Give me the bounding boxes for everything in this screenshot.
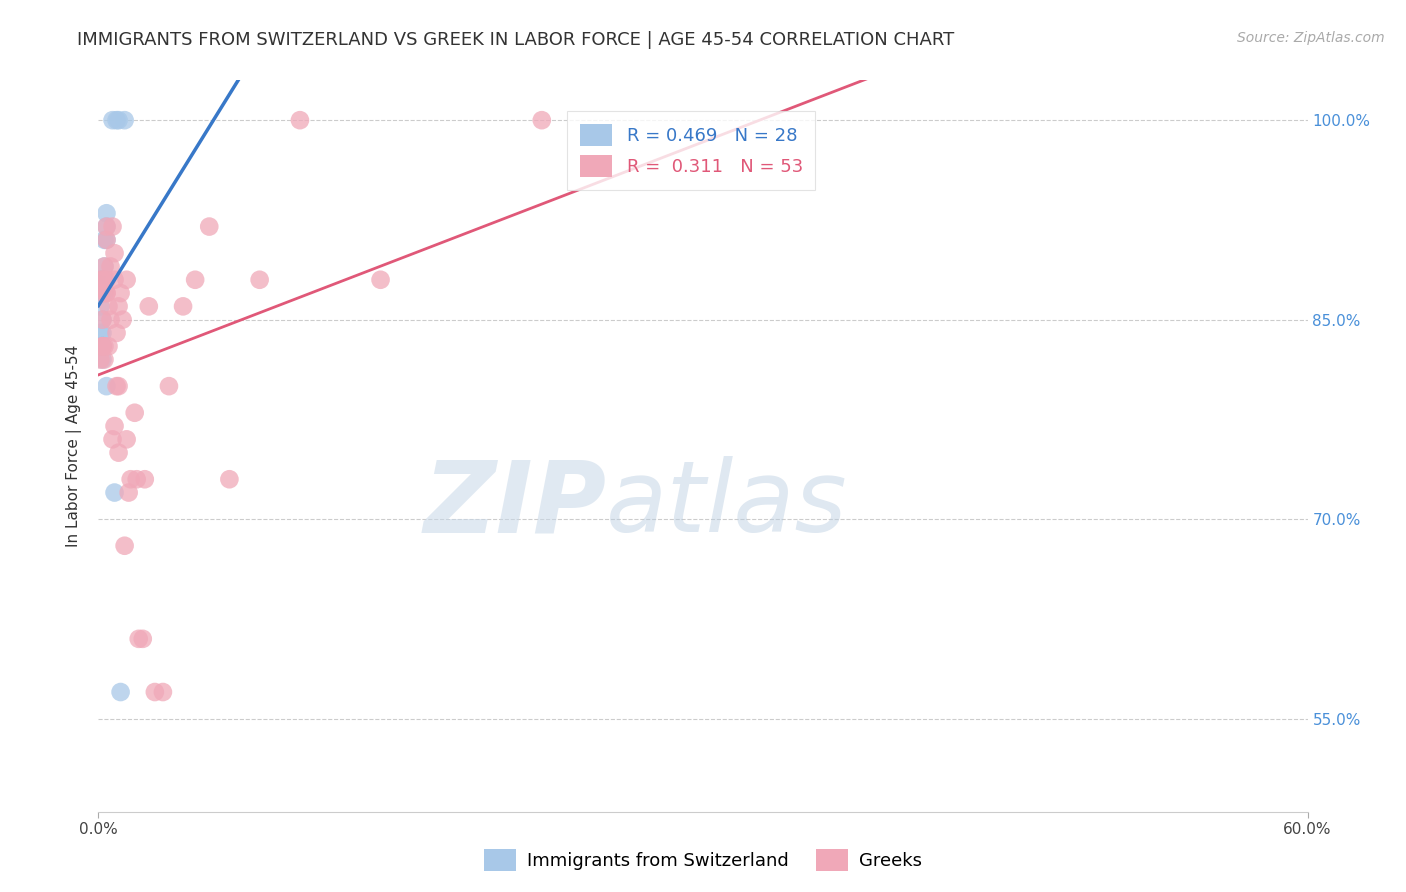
Point [101, 433, 124, 447]
Point [89, 299, 111, 313]
Point [124, 406, 146, 420]
Point [105, 326, 128, 340]
Point [97, 299, 120, 313]
Point [93, 352, 115, 367]
Legend: R = 0.469   N = 28, R =  0.311   N = 53: R = 0.469 N = 28, R = 0.311 N = 53 [567, 112, 815, 190]
Point [91, 312, 114, 326]
Point [91, 273, 114, 287]
Legend: Immigrants from Switzerland, Greeks: Immigrants from Switzerland, Greeks [477, 842, 929, 879]
Point [96, 273, 118, 287]
Point [91, 312, 114, 326]
Point [370, 273, 392, 287]
Point [93, 273, 115, 287]
Point [115, 433, 138, 447]
Point [249, 273, 271, 287]
Point [103, 246, 125, 260]
Point [105, 379, 128, 393]
Point [103, 419, 125, 434]
Point [91, 339, 114, 353]
Point [128, 632, 150, 646]
Point [114, 539, 136, 553]
Point [93, 233, 115, 247]
Point [96, 219, 118, 234]
Point [218, 472, 240, 486]
Point [172, 299, 194, 313]
Point [96, 286, 118, 301]
Point [125, 472, 148, 486]
Point [143, 685, 166, 699]
Point [91, 339, 114, 353]
Point [118, 485, 141, 500]
Point [157, 379, 180, 393]
Point [100, 312, 122, 326]
Point [107, 299, 129, 313]
Point [93, 273, 115, 287]
Point [91, 339, 114, 353]
Point [152, 685, 174, 699]
Point [89, 286, 111, 301]
Point [107, 113, 129, 128]
Point [530, 113, 553, 128]
Point [138, 299, 160, 313]
Text: Source: ZipAtlas.com: Source: ZipAtlas.com [1237, 31, 1385, 45]
Point [288, 113, 311, 128]
Point [96, 233, 118, 247]
Point [96, 286, 118, 301]
Point [103, 273, 125, 287]
Point [89, 326, 111, 340]
Point [91, 273, 114, 287]
Point [103, 485, 125, 500]
Point [89, 273, 111, 287]
Point [134, 472, 156, 486]
Point [107, 445, 129, 459]
Point [107, 379, 129, 393]
Y-axis label: In Labor Force | Age 45-54: In Labor Force | Age 45-54 [66, 345, 83, 547]
Point [101, 219, 124, 234]
Text: atlas: atlas [606, 456, 848, 553]
Point [110, 286, 132, 301]
Point [93, 260, 115, 274]
Point [91, 273, 114, 287]
Point [132, 632, 155, 646]
Text: ZIP: ZIP [423, 456, 606, 553]
Point [89, 339, 111, 353]
Point [91, 352, 114, 367]
Point [101, 113, 124, 128]
Point [91, 339, 114, 353]
Point [184, 273, 207, 287]
Point [114, 113, 136, 128]
Point [96, 233, 118, 247]
Point [198, 219, 221, 234]
Point [96, 219, 118, 234]
Point [97, 339, 120, 353]
Text: IMMIGRANTS FROM SWITZERLAND VS GREEK IN LABOR FORCE | AGE 45-54 CORRELATION CHAR: IMMIGRANTS FROM SWITZERLAND VS GREEK IN … [77, 31, 955, 49]
Point [93, 260, 115, 274]
Point [91, 273, 114, 287]
Point [100, 260, 122, 274]
Point [93, 286, 115, 301]
Point [115, 273, 138, 287]
Point [96, 379, 118, 393]
Point [96, 206, 118, 220]
Point [120, 472, 142, 486]
Point [93, 339, 115, 353]
Point [91, 286, 114, 301]
Point [89, 286, 111, 301]
Point [89, 352, 111, 367]
Point [111, 312, 134, 326]
Point [105, 113, 128, 128]
Point [91, 326, 114, 340]
Point [110, 685, 132, 699]
